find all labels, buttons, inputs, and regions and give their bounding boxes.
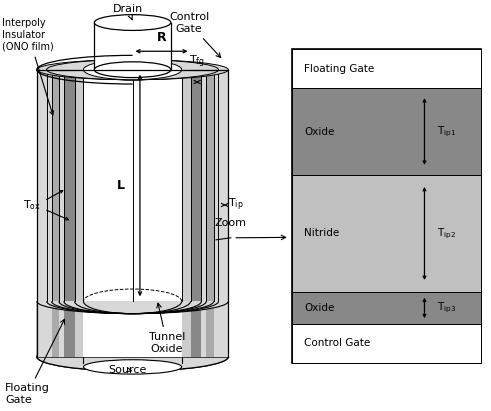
Bar [59, 70, 64, 301]
Ellipse shape [37, 342, 228, 371]
Bar [32, 29, 233, 301]
Bar [61, 90, 75, 336]
Ellipse shape [37, 342, 228, 371]
Ellipse shape [75, 60, 191, 80]
Ellipse shape [37, 55, 228, 84]
Bar [218, 70, 228, 357]
Bar [292, 49, 481, 363]
Ellipse shape [47, 60, 218, 80]
Bar [59, 70, 64, 357]
Text: Floating Gate: Floating Gate [304, 64, 375, 74]
Bar [214, 70, 218, 301]
Bar [37, 70, 47, 357]
Text: R: R [157, 31, 166, 44]
Ellipse shape [47, 289, 218, 314]
Text: Drain: Drain [112, 4, 143, 20]
Bar [292, 292, 481, 323]
Bar [37, 70, 228, 357]
Ellipse shape [37, 60, 228, 80]
Bar [94, 23, 171, 70]
Text: $\mathrm{T_{ip3}}$: $\mathrm{T_{ip3}}$ [436, 301, 456, 315]
Bar [292, 323, 481, 363]
Ellipse shape [64, 60, 201, 80]
Bar [47, 70, 52, 301]
Text: Zoom: Zoom [215, 217, 247, 228]
Bar [182, 70, 191, 357]
Bar [206, 70, 214, 301]
Bar [201, 70, 206, 301]
Bar [206, 70, 214, 357]
Ellipse shape [64, 289, 201, 314]
Bar [292, 88, 481, 175]
Ellipse shape [59, 60, 206, 80]
Text: L: L [117, 179, 125, 192]
Text: Interpoly
Insulator
(ONO film): Interpoly Insulator (ONO film) [2, 18, 54, 115]
Bar [75, 70, 83, 301]
Bar [32, 70, 133, 357]
Bar [191, 70, 201, 301]
Bar [83, 70, 182, 357]
Bar [75, 70, 83, 357]
Text: Nitride: Nitride [304, 229, 340, 238]
Bar [52, 70, 59, 301]
Bar [292, 175, 481, 292]
Text: $\mathrm{T_{fg}}$: $\mathrm{T_{fg}}$ [189, 53, 205, 70]
Text: Source: Source [109, 365, 147, 375]
Ellipse shape [83, 60, 182, 80]
Ellipse shape [94, 62, 171, 78]
Text: Floating
Gate: Floating Gate [5, 319, 64, 405]
Text: Control Gate: Control Gate [304, 338, 371, 348]
Text: Oxide: Oxide [304, 303, 335, 313]
Bar [214, 70, 218, 357]
Bar [191, 70, 201, 357]
Ellipse shape [52, 289, 214, 314]
Bar [37, 70, 39, 357]
Bar [201, 70, 206, 357]
Text: $\mathrm{T_{ip2}}$: $\mathrm{T_{ip2}}$ [436, 226, 456, 241]
Bar [47, 70, 52, 357]
Bar [133, 70, 233, 357]
Ellipse shape [94, 15, 171, 30]
Text: Control
Gate: Control Gate [169, 12, 220, 58]
Ellipse shape [52, 60, 214, 80]
Text: Oxide: Oxide [304, 127, 335, 136]
Text: $\mathrm{T_{ox}}$: $\mathrm{T_{ox}}$ [23, 198, 41, 212]
Bar [37, 70, 47, 301]
Bar [42, 90, 64, 336]
Bar [292, 49, 481, 88]
Bar [64, 70, 75, 357]
Bar [64, 70, 75, 301]
Ellipse shape [75, 289, 191, 314]
Bar [83, 70, 182, 301]
Ellipse shape [83, 360, 182, 374]
Bar [52, 70, 59, 357]
Ellipse shape [59, 289, 206, 314]
Text: $\mathrm{T_{ip1}}$: $\mathrm{T_{ip1}}$ [436, 124, 456, 139]
Text: $\mathrm{T_{ip}}$: $\mathrm{T_{ip}}$ [228, 197, 244, 213]
Text: Tunnel
Oxide: Tunnel Oxide [149, 303, 185, 354]
Ellipse shape [83, 289, 182, 314]
Bar [218, 70, 228, 301]
Ellipse shape [37, 289, 228, 314]
Bar [182, 70, 191, 301]
